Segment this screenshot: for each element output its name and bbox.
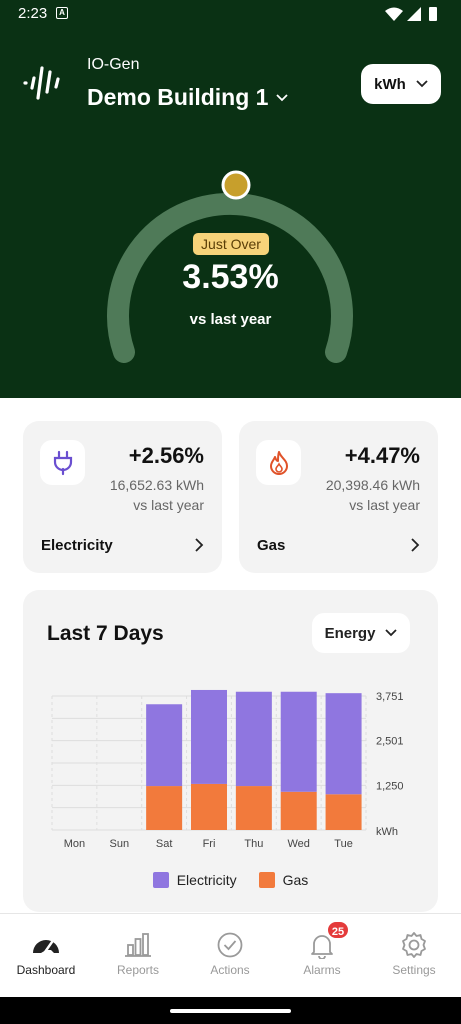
battery-icon <box>429 7 437 21</box>
x-tick-label: Fri <box>203 838 216 850</box>
chevron-down-icon <box>385 629 398 637</box>
card-label: Electricity <box>41 537 113 554</box>
check-circle-icon <box>217 932 243 958</box>
nav-reports[interactable]: Reports <box>92 914 184 998</box>
status-bar: 2:23 A <box>0 0 461 28</box>
org-name: IO-Gen <box>87 56 140 73</box>
x-tick-label: Sun <box>109 838 129 850</box>
gauge-caption: vs last year <box>189 311 272 328</box>
x-tick-label: Tue <box>334 838 353 850</box>
card-icon-box <box>40 440 85 485</box>
metric-label: Energy <box>324 624 376 642</box>
gauge-track <box>107 192 353 363</box>
x-tick-label: Thu <box>244 838 263 850</box>
gas-card[interactable]: +4.47% 20,398.46 kWh vs last year Gas <box>239 421 438 573</box>
signal-icon <box>407 7 421 21</box>
energy-bar-chart: Mon Sun Sat Fri Thu Wed Tue 3,751 2,501 1,250 kWh <box>51 689 404 850</box>
nav-actions[interactable]: Actions <box>184 914 276 998</box>
hero-header: 2:23 A IO-Gen Demo Building 1 kWh J <box>0 0 461 398</box>
alarm-count-badge: 25 <box>326 920 350 940</box>
nav-dashboard[interactable]: Dashboard <box>0 914 92 998</box>
gear-icon <box>402 932 426 958</box>
bar-segment-gas <box>235 786 272 830</box>
bar-segment-electricity <box>280 691 317 792</box>
unit-label: kWh <box>374 75 406 93</box>
card-label: Gas <box>257 537 286 554</box>
system-gesture-bar <box>0 997 461 1024</box>
last-7-days-card: Last 7 Days Energy Mon Sun Sat Fri Thu Wed Tue… <box>23 590 438 912</box>
chart-legend: Electricity Gas <box>23 872 438 888</box>
legend-label: Electricity <box>176 872 237 888</box>
nav-label: Settings <box>392 963 436 977</box>
y-tick-label: 2,501 <box>376 736 404 748</box>
comparison-gauge <box>107 170 353 363</box>
status-icons <box>385 7 437 21</box>
nav-label: Alarms <box>303 963 341 977</box>
bar-segment-gas <box>146 786 183 830</box>
bar-segment-gas <box>191 783 227 830</box>
y-tick-label: 3,751 <box>376 691 404 703</box>
nav-settings[interactable]: Settings <box>368 914 460 998</box>
bar-segment-electricity <box>235 691 272 787</box>
chevron-right-icon <box>411 538 420 552</box>
y-tick-label: 1,250 <box>376 780 404 792</box>
legend-swatch-electricity <box>152 872 169 888</box>
bottom-navigation: Dashboard Reports Actions 25 Alarms <box>0 913 461 997</box>
card-icon-box <box>256 440 301 485</box>
bar-chart-icon <box>125 933 151 957</box>
bar-segment-electricity <box>191 689 227 784</box>
nav-label: Reports <box>116 963 160 977</box>
flame-icon <box>269 450 288 475</box>
bar-segment-gas <box>325 794 362 830</box>
building-selector[interactable]: Demo Building 1 <box>87 84 289 111</box>
card-amount: 16,652.63 kWh <box>109 477 204 493</box>
status-time: 2:23 <box>18 5 48 22</box>
legend-item: Electricity <box>152 872 237 888</box>
electricity-card[interactable]: +2.56% 16,652.63 kWh vs last year Electr… <box>23 421 222 573</box>
chevron-right-icon <box>195 538 204 552</box>
plug-icon <box>53 450 72 475</box>
bell-icon <box>311 935 333 959</box>
building-name: Demo Building 1 <box>87 84 269 110</box>
metric-dropdown[interactable]: Energy <box>312 613 410 653</box>
bar-segment-electricity <box>146 704 183 787</box>
wifi-icon <box>385 7 403 21</box>
dashboard-gauge-icon <box>33 940 59 954</box>
x-tick-label: Sat <box>156 838 173 850</box>
nav-alarms[interactable]: 25 Alarms <box>276 914 368 998</box>
gauge-status-badge: Just Over <box>193 233 269 255</box>
x-tick-label: Mon <box>64 838 85 850</box>
card-percent: +4.47% <box>344 443 420 468</box>
chevron-down-icon <box>276 93 289 101</box>
legend-item: Gas <box>258 872 309 888</box>
nav-label: Actions <box>210 963 250 977</box>
card-percent: +2.56% <box>128 443 204 468</box>
home-gesture-pill[interactable] <box>170 1009 291 1013</box>
legend-swatch-gas <box>258 872 275 888</box>
legend-label: Gas <box>282 872 309 888</box>
x-tick-label: Wed <box>288 838 310 850</box>
io-gen-logo-icon <box>23 66 60 100</box>
card-vs-caption: vs last year <box>133 497 204 513</box>
chevron-down-icon <box>416 80 428 88</box>
bar-segment-electricity <box>325 693 362 795</box>
nav-label: Dashboard <box>16 963 76 977</box>
gauge-percent-value: 3.53% <box>182 258 279 296</box>
card-vs-caption: vs last year <box>349 497 420 513</box>
chart-title: Last 7 Days <box>47 622 164 645</box>
gauge-knob <box>221 170 251 200</box>
card-amount: 20,398.46 kWh <box>325 477 420 493</box>
notification-icon: A <box>56 7 68 19</box>
unit-dropdown[interactable]: kWh <box>361 64 441 104</box>
y-axis-unit-label: kWh <box>376 826 398 838</box>
bar-segment-gas <box>280 791 317 830</box>
